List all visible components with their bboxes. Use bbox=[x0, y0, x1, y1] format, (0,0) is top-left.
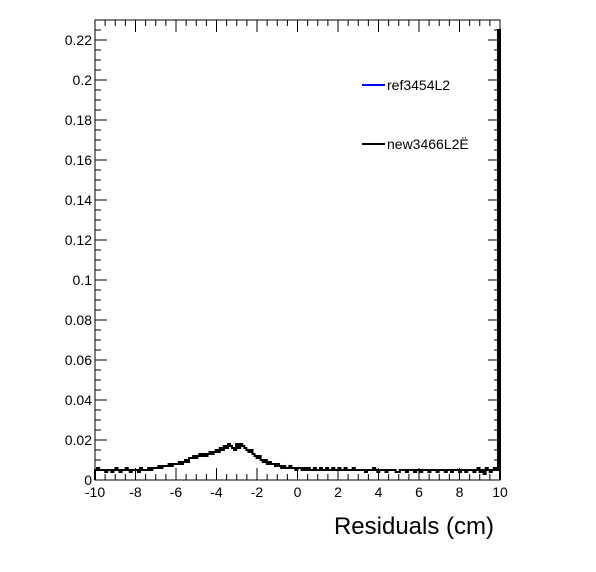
x-tick-label: -10 bbox=[85, 484, 105, 500]
x-tick-label: -4 bbox=[210, 484, 223, 500]
y-tick-label: 0.22 bbox=[65, 32, 92, 48]
x-tick-label: 8 bbox=[456, 484, 464, 500]
x-axis-tick-labels: -10 -8 -6 -4 -2 0 2 4 6 8 10 bbox=[85, 484, 508, 500]
x-tick-label: 6 bbox=[415, 484, 423, 500]
x-tick-label: -6 bbox=[170, 484, 183, 500]
x-tick-label: 10 bbox=[492, 484, 508, 500]
legend-label-new: new3466L2Ë bbox=[387, 136, 469, 152]
histogram-series-1 bbox=[94, 29, 501, 480]
y-tick-label: 0.14 bbox=[65, 192, 92, 208]
legend-box bbox=[352, 58, 480, 170]
y-tick-label: 0.02 bbox=[65, 432, 92, 448]
x-tick-label: 0 bbox=[294, 484, 302, 500]
x-axis-title: Residuals (cm) bbox=[334, 513, 494, 540]
x-tick-label: 4 bbox=[375, 484, 383, 500]
y-tick-label: 0.16 bbox=[65, 152, 92, 168]
x-tick-label: -8 bbox=[129, 484, 142, 500]
x-tick-label: 2 bbox=[334, 484, 342, 500]
y-tick-label: 0.12 bbox=[65, 232, 92, 248]
y-tick-label: 0.06 bbox=[65, 352, 92, 368]
y-tick-label: 0.2 bbox=[73, 72, 93, 88]
x-tick-label: -2 bbox=[251, 484, 264, 500]
legend-label-ref: ref3454L2 bbox=[387, 77, 450, 93]
y-tick-label: 0.08 bbox=[65, 312, 92, 328]
y-tick-label: 0.1 bbox=[73, 272, 93, 288]
series-layer bbox=[94, 29, 501, 480]
y-axis-tick-labels: 0 0.02 0.04 0.06 0.08 0.1 0.12 0.14 0.16 0.18 0.2 0… bbox=[65, 32, 92, 488]
y-tick-label: 0.18 bbox=[65, 112, 92, 128]
legend: ref3454L2 new3466L2Ë bbox=[352, 58, 480, 170]
y-tick-label: 0.04 bbox=[65, 392, 92, 408]
y-tick-label: 0 bbox=[84, 472, 92, 488]
